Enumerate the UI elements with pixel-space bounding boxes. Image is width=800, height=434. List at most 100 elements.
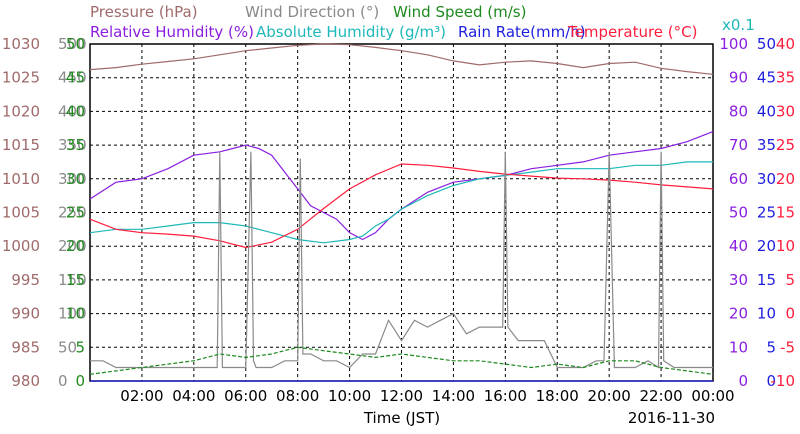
series-temperature <box>89 163 714 249</box>
wind-direction-tick: 250 <box>58 204 87 222</box>
legend-label: Wind Speed (m/s) <box>393 3 526 21</box>
wind-speed-tick: 35 <box>66 136 85 154</box>
x-tick: 16:00 <box>484 387 527 405</box>
legend-label: Rain Rate(mm/h) <box>458 23 586 41</box>
wind-direction-tick: 50 <box>58 338 77 356</box>
date-label: 2016-11-30 <box>628 409 715 427</box>
temperature-tick: 5 <box>785 271 795 289</box>
rain-rate-tick: 25 <box>757 204 776 222</box>
wind-speed-tick: 15 <box>66 271 85 289</box>
legend-label: Temperature (°C) <box>567 23 697 41</box>
x-tick: 08:00 <box>276 387 319 405</box>
rain-rate-tick: 10 <box>757 305 776 323</box>
wind-direction-tick: 300 <box>58 170 87 188</box>
wind-direction-tick: 200 <box>58 237 87 255</box>
x-tick: 18:00 <box>536 387 579 405</box>
wind-direction-tick: 450 <box>58 69 87 87</box>
x-tick: 20:00 <box>588 387 631 405</box>
wind-direction-tick: 0 <box>58 372 68 390</box>
relative-humidity-tick: 30 <box>729 271 748 289</box>
legend: Pressure (hPa) Wind Direction (°) Wind Spe… <box>90 3 755 41</box>
rain-rate-tick: 30 <box>757 170 776 188</box>
x-tick: 10:00 <box>328 387 371 405</box>
wind-speed-tick: 10 <box>66 305 85 323</box>
legend-label: Pressure (hPa) <box>90 3 198 21</box>
temperature-tick: -5 <box>780 338 795 356</box>
wind-direction-tick: 150 <box>58 271 87 289</box>
series-relative-humidity <box>89 161 713 244</box>
relative-humidity-tick: 0 <box>738 372 748 390</box>
wind-direction-tick: 500 <box>58 35 87 53</box>
temperature-tick: 35 <box>776 69 795 87</box>
wind-speed-tick: 0 <box>75 372 85 390</box>
rain-rate-tick: 0 <box>766 372 776 390</box>
legend-label: Relative Humidity (%) <box>90 23 254 41</box>
relative-humidity-tick: 100 <box>719 35 748 53</box>
temperature-tick: -10 <box>771 372 796 390</box>
series-pressure <box>89 43 714 75</box>
rain-rate-tick: 35 <box>757 136 776 154</box>
relative-humidity-tick: 20 <box>729 305 748 323</box>
rain-rate-tick: 40 <box>757 102 776 120</box>
relative-humidity-tick: 70 <box>729 136 748 154</box>
x-tick: 22:00 <box>639 387 682 405</box>
rain-rate-tick: 50 <box>757 35 776 53</box>
left-axis-ticks: 1030102510201015101010051000995990985980… <box>2 35 87 390</box>
wind-speed-tick: 50 <box>66 35 85 53</box>
wind-direction-tick: 100 <box>58 305 87 323</box>
right-axis-ticks: 1009080706050403020100504540353025201510… <box>719 35 795 390</box>
pressure-tick: 1030 <box>2 35 40 53</box>
relative-humidity-tick: 40 <box>729 237 748 255</box>
x-tick: 00:00 <box>691 387 734 405</box>
pressure-tick: 1000 <box>2 237 40 255</box>
rain-rate-tick: 20 <box>757 237 776 255</box>
series-lines <box>89 43 714 382</box>
legend-label: Absolute Humidity (g/m³) <box>256 23 446 41</box>
temperature-tick: 15 <box>776 204 795 222</box>
wind-direction-tick: 400 <box>58 102 87 120</box>
temperature-tick: 40 <box>776 35 795 53</box>
x-axis-ticks: 02:00 04:00 06:00 08:00 10:00 12:00 14:00 16:00… <box>120 387 734 405</box>
temperature-tick: 0 <box>785 305 795 323</box>
relative-humidity-tick: 50 <box>729 204 748 222</box>
pressure-tick: 990 <box>11 305 40 323</box>
wind-speed-tick: 20 <box>66 237 85 255</box>
x-axis-label: Time (JST) <box>363 409 440 427</box>
relative-humidity-tick: 90 <box>729 69 748 87</box>
series-wind-direction <box>90 151 713 369</box>
pressure-tick: 980 <box>11 372 40 390</box>
relative-humidity-tick: 60 <box>729 170 748 188</box>
wind-speed-tick: 25 <box>66 204 85 222</box>
rain-rate-tick: 45 <box>757 69 776 87</box>
x-tick: 06:00 <box>224 387 267 405</box>
wind-speed-tick: 5 <box>75 338 85 356</box>
x-tick: 12:00 <box>380 387 423 405</box>
pressure-tick: 1015 <box>2 136 40 154</box>
abs-humidity-scale-label: x0.1 <box>722 16 755 34</box>
relative-humidity-tick: 10 <box>729 338 748 356</box>
pressure-tick: 985 <box>11 338 40 356</box>
pressure-tick: 1010 <box>2 170 40 188</box>
wind-speed-tick: 45 <box>66 69 85 87</box>
temperature-tick: 20 <box>776 170 795 188</box>
relative-humidity-tick: 80 <box>729 102 748 120</box>
temperature-tick: 30 <box>776 102 795 120</box>
wind-direction-tick: 350 <box>58 136 87 154</box>
x-tick: 04:00 <box>172 387 215 405</box>
pressure-tick: 1025 <box>2 69 40 87</box>
grid <box>90 44 713 381</box>
rain-rate-tick: 5 <box>766 338 776 356</box>
wind-speed-tick: 40 <box>66 102 85 120</box>
temperature-tick: 10 <box>776 237 795 255</box>
pressure-tick: 1005 <box>2 204 40 222</box>
pressure-tick: 995 <box>11 271 40 289</box>
rain-rate-tick: 15 <box>757 271 776 289</box>
legend-label: Wind Direction (°) <box>245 3 379 21</box>
temperature-tick: 25 <box>776 136 795 154</box>
series-relative-humidity <box>89 131 714 241</box>
series-wind-speed <box>89 346 714 375</box>
wind-speed-tick: 30 <box>66 170 85 188</box>
x-tick: 02:00 <box>120 387 163 405</box>
x-tick: 14:00 <box>432 387 475 405</box>
